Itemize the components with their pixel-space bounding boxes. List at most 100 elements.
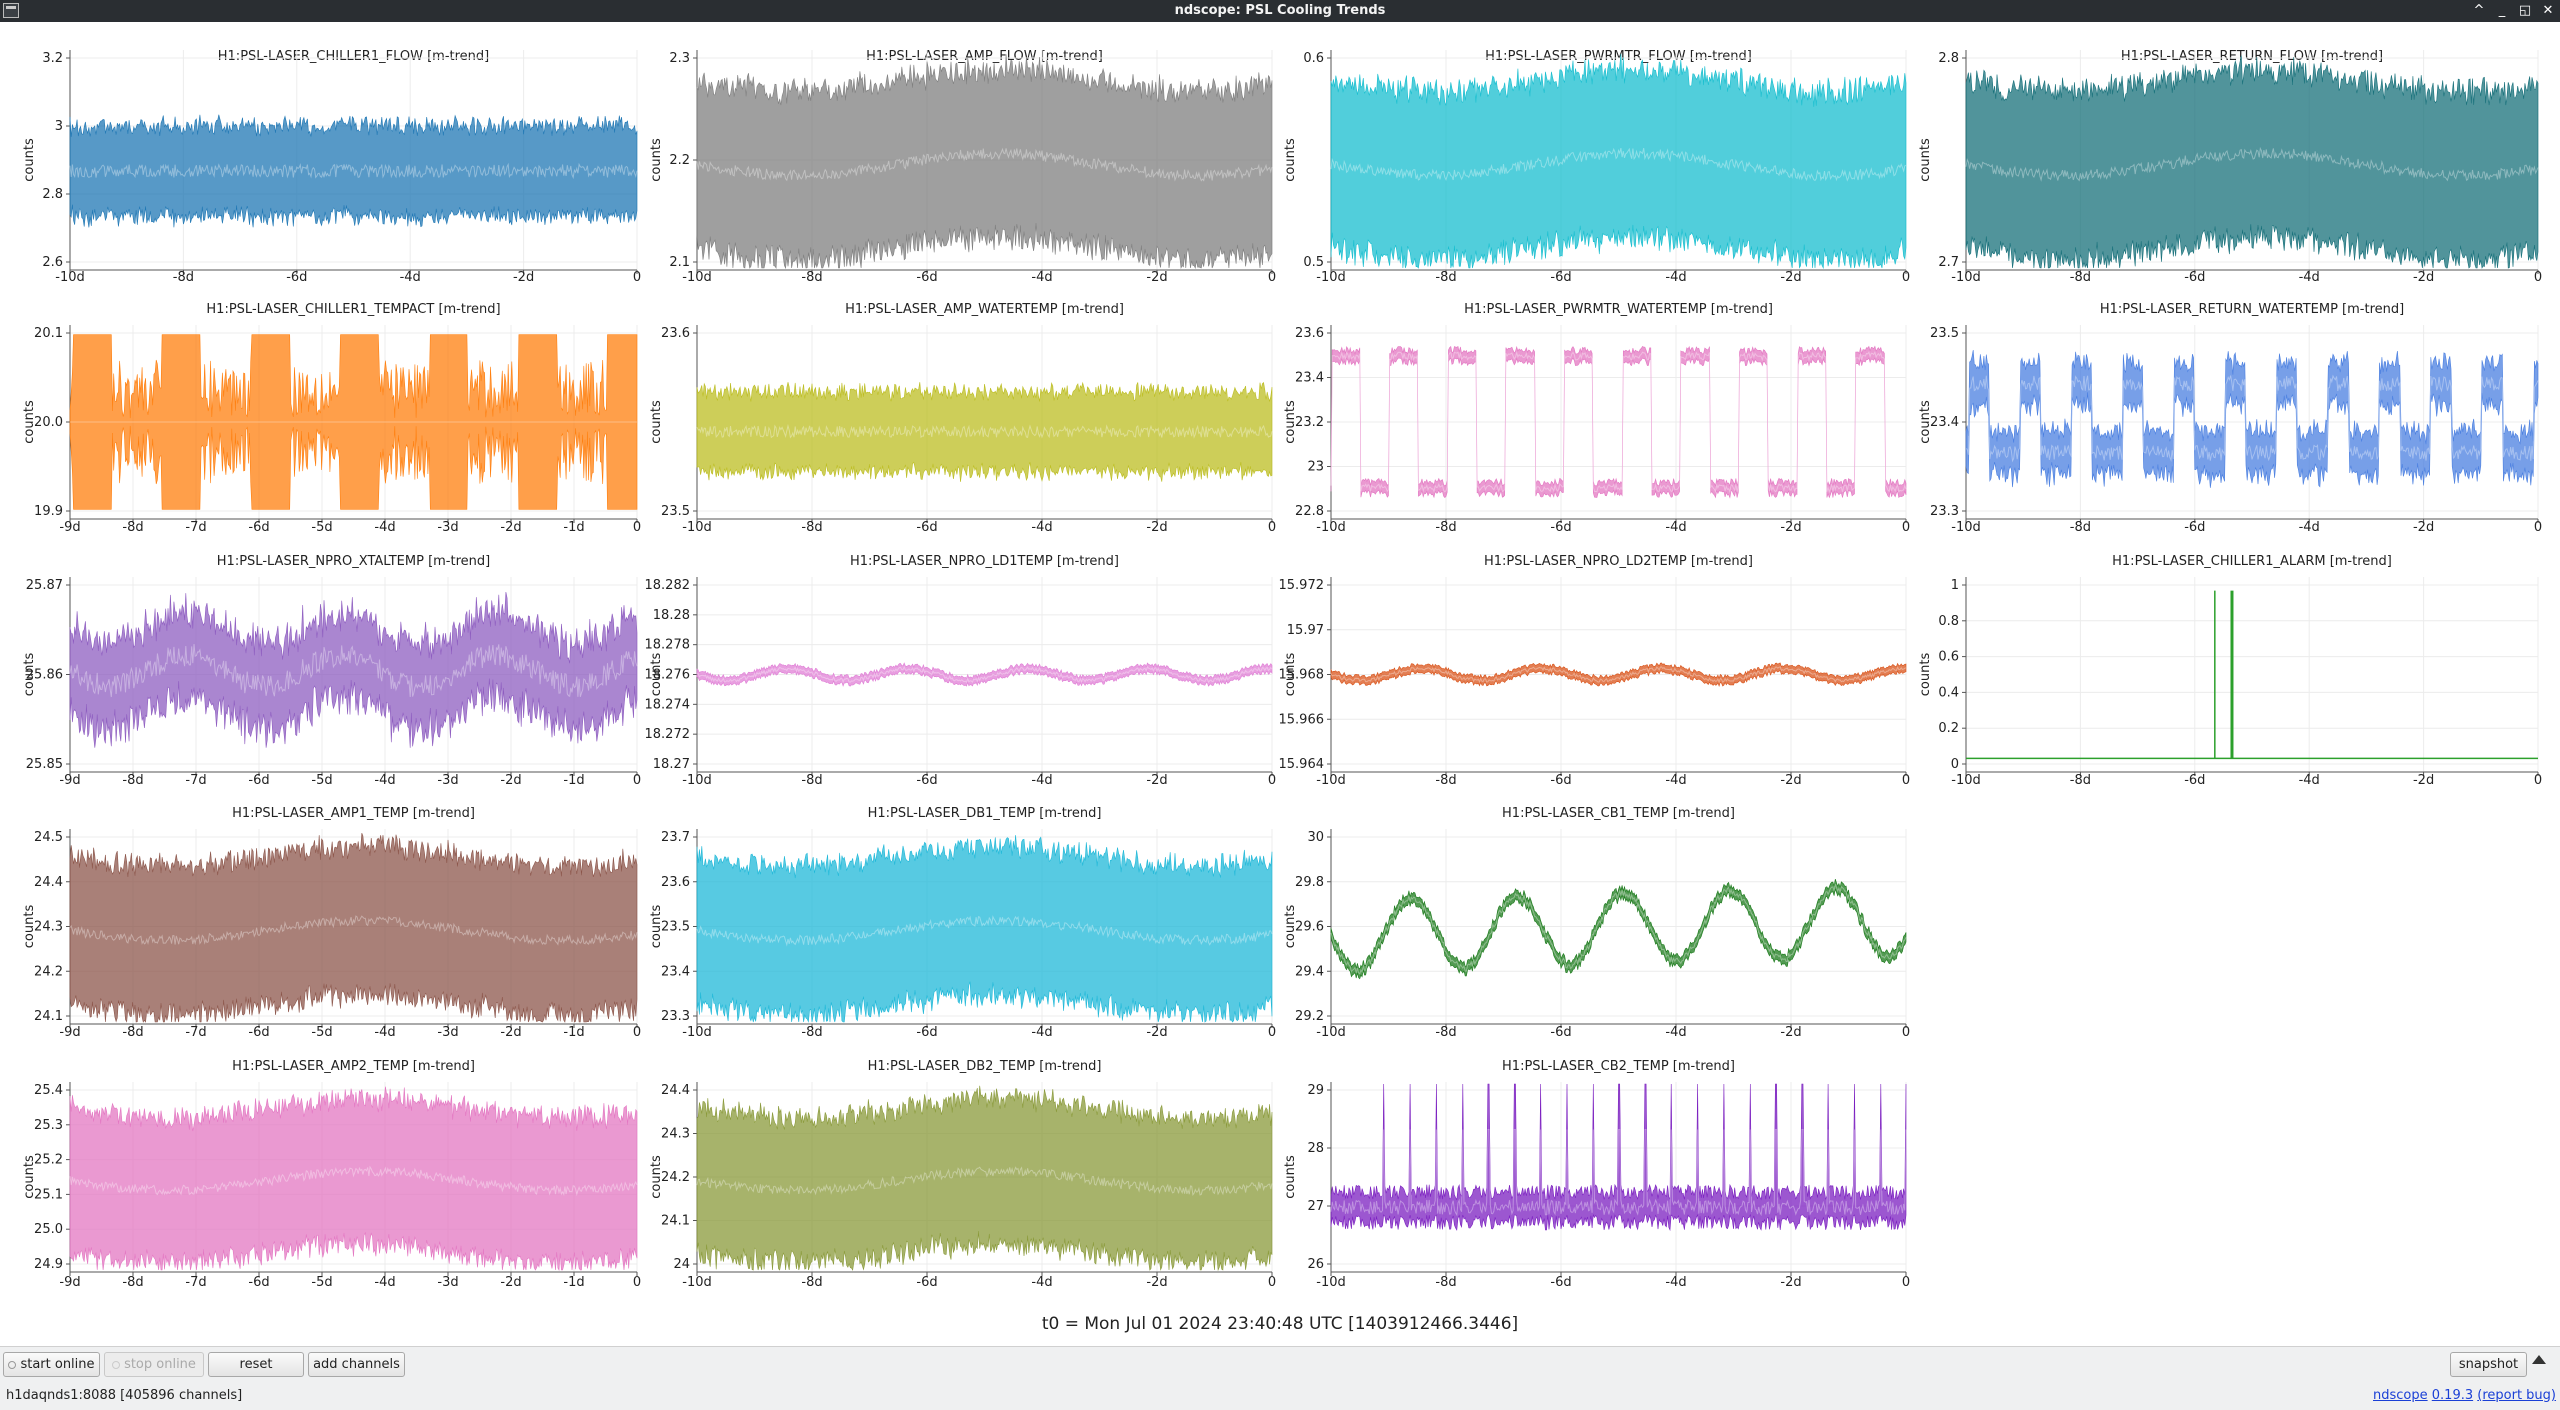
y-tick-label: 23.4 (661, 964, 690, 979)
x-tick-label: -6d (1550, 1025, 1571, 1040)
x-tick-label: -7d (185, 520, 206, 535)
plot-8[interactable]: H1:PSL-LASER_RETURN_WATERTEMP [m-trend] c… (1918, 302, 2542, 535)
trace-envelope (1330, 662, 1907, 688)
y-axis-label: counts (22, 1155, 37, 1199)
y-axis-label: counts (1283, 1155, 1298, 1199)
close-icon[interactable]: ✕ (2542, 3, 2554, 18)
x-tick-label: 0 (1268, 1025, 1276, 1040)
x-tick-label: -6d (1550, 773, 1571, 788)
keep-above-icon[interactable]: ^ (2473, 3, 2485, 18)
x-tick-label: -4d (1665, 520, 1686, 535)
maximize-icon[interactable]: ◱ (2518, 3, 2532, 18)
y-axis-label: counts (649, 905, 664, 949)
plot-5[interactable]: H1:PSL-LASER_CHILLER1_TEMPACT [m-trend] c… (22, 302, 641, 535)
y-tick-label: 20.0 (34, 415, 63, 430)
y-tick-label: 0 (1951, 757, 1959, 772)
plot-17[interactable]: H1:PSL-LASER_AMP2_TEMP [m-trend] counts -9… (22, 1059, 641, 1290)
x-tick-label: -1d (563, 520, 584, 535)
x-tick-label: -8d (801, 520, 822, 535)
x-tick-label: -10d (682, 520, 712, 535)
x-tick-label: -2d (2413, 270, 2434, 285)
x-tick-label: -2d (2413, 773, 2434, 788)
plot-title: H1:PSL-LASER_CHILLER1_TEMPACT [m-trend] (206, 302, 500, 317)
x-tick-label: -2d (1146, 270, 1167, 285)
x-tick-label: 0 (1902, 773, 1910, 788)
y-tick-label: 29.8 (1295, 875, 1324, 890)
version-link[interactable]: 0.19.3 (2431, 1388, 2474, 1403)
plot-14[interactable]: H1:PSL-LASER_DB1_TEMP [m-trend] counts -10… (649, 806, 1276, 1040)
y-axis-label: counts (1918, 138, 1933, 182)
x-tick-label: -2d (500, 1025, 521, 1040)
x-tick-label: -4d (1031, 520, 1052, 535)
plot-19[interactable]: H1:PSL-LASER_CB2_TEMP [m-trend] counts -10… (1283, 1059, 1910, 1290)
x-tick-label: -9d (59, 1025, 80, 1040)
y-tick-label: 18.28 (653, 608, 690, 623)
start-online-button[interactable]: start online (3, 1352, 100, 1377)
y-axis-label: counts (1283, 138, 1298, 182)
stop-online-label: stop online (124, 1357, 196, 1372)
plot-6[interactable]: H1:PSL-LASER_AMP_WATERTEMP [m-trend] coun… (649, 302, 1276, 535)
plot-12[interactable]: H1:PSL-LASER_CHILLER1_ALARM [m-trend] cou… (1918, 554, 2542, 788)
y-tick-label: 23.6 (1295, 326, 1324, 341)
x-tick-label: -4d (1031, 773, 1052, 788)
app-menu-icon[interactable] (3, 3, 19, 18)
x-tick-label: -1d (563, 1025, 584, 1040)
snapshot-menu-icon[interactable] (2532, 1355, 2546, 1364)
plot-15[interactable]: H1:PSL-LASER_CB1_TEMP [m-trend] counts -10… (1283, 806, 1910, 1040)
y-tick-label: 24.3 (661, 1127, 690, 1142)
plot-1[interactable]: H1:PSL-LASER_CHILLER1_FLOW [m-trend] coun… (22, 49, 641, 285)
trace-mean (69, 644, 638, 698)
plot-2[interactable]: H1:PSL-LASER_AMP_FLOW [m-trend] counts -10… (649, 49, 1276, 285)
trace-mean (696, 423, 1273, 439)
x-tick-label: -2d (500, 1275, 521, 1290)
x-tick-label: -10d (1316, 1025, 1346, 1040)
plot-grid[interactable]: H1:PSL-LASER_CHILLER1_FLOW [m-trend] coun… (0, 23, 2560, 1345)
x-tick-label: 0 (633, 520, 641, 535)
x-tick-label: 0 (2534, 773, 2542, 788)
x-tick-label: -8d (801, 1275, 822, 1290)
x-tick-label: -6d (1550, 520, 1571, 535)
plots-canvas[interactable]: H1:PSL-LASER_CHILLER1_FLOW [m-trend] coun… (0, 23, 2560, 1345)
plot-4[interactable]: H1:PSL-LASER_RETURN_FLOW [m-trend] counts… (1918, 49, 2542, 285)
x-tick-label: -2d (513, 270, 534, 285)
x-tick-label: -8d (1435, 1025, 1456, 1040)
x-tick-label: -4d (374, 1025, 395, 1040)
plot-title: H1:PSL-LASER_AMP1_TEMP [m-trend] (232, 806, 475, 821)
x-tick-label: 0 (1268, 520, 1276, 535)
y-tick-label: 15.972 (1279, 578, 1325, 593)
plot-9[interactable]: H1:PSL-LASER_NPRO_XTALTEMP [m-trend] coun… (22, 554, 641, 788)
y-tick-label: 26 (1307, 1257, 1324, 1272)
x-tick-label: -6d (248, 520, 269, 535)
trace-mean (1965, 374, 2539, 463)
trace-mean (1330, 666, 1907, 684)
plot-10[interactable]: H1:PSL-LASER_NPRO_LD1TEMP [m-trend] count… (645, 554, 1277, 788)
minimize-icon[interactable]: _ (2498, 3, 2506, 18)
x-tick-label: 0 (1268, 1275, 1276, 1290)
y-axis-label: counts (1283, 400, 1298, 444)
y-tick-label: 23.7 (661, 830, 690, 845)
y-tick-label: 23.5 (661, 920, 690, 935)
plot-18[interactable]: H1:PSL-LASER_DB2_TEMP [m-trend] counts -10… (649, 1059, 1276, 1290)
x-tick-label: -6d (916, 1275, 937, 1290)
plot-3[interactable]: H1:PSL-LASER_PWRMTR_FLOW [m-trend] counts… (1283, 49, 1910, 285)
x-tick-label: -8d (1435, 270, 1456, 285)
add-channels-button[interactable]: add channels (308, 1352, 405, 1377)
y-tick-label: 18.278 (645, 638, 691, 653)
report-bug-link[interactable]: (report bug) (2477, 1388, 2556, 1403)
plot-title: H1:PSL-LASER_CHILLER1_FLOW [m-trend] (218, 49, 489, 64)
y-tick-label: 23.5 (661, 504, 690, 519)
snapshot-button[interactable]: snapshot (2450, 1352, 2527, 1377)
x-tick-label: -5d (311, 1025, 332, 1040)
x-tick-label: 0 (1268, 270, 1276, 285)
x-tick-label: -6d (916, 520, 937, 535)
x-tick-label: 0 (1268, 773, 1276, 788)
plot-7[interactable]: H1:PSL-LASER_PWRMTR_WATERTEMP [m-trend] c… (1283, 302, 1910, 535)
reset-button[interactable]: reset (208, 1352, 304, 1377)
y-tick-label: 20.1 (34, 326, 63, 341)
x-tick-label: -5d (311, 1275, 332, 1290)
y-axis-label: counts (649, 400, 664, 444)
plot-11[interactable]: H1:PSL-LASER_NPRO_LD2TEMP [m-trend] count… (1279, 554, 1911, 788)
plot-13[interactable]: H1:PSL-LASER_AMP1_TEMP [m-trend] counts -9… (22, 806, 641, 1040)
start-online-label: start online (20, 1357, 95, 1372)
ndscope-link[interactable]: ndscope (2373, 1388, 2428, 1403)
